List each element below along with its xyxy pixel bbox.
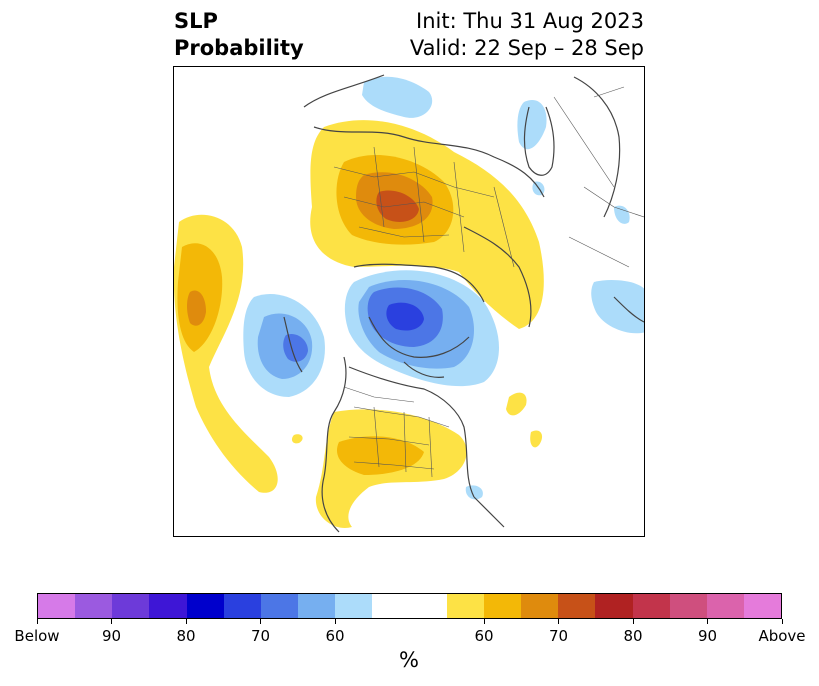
- colorbar-segment: [595, 594, 633, 618]
- colorbar-tick-label: 60: [474, 627, 494, 645]
- colorbar-tick-mark: [558, 619, 559, 624]
- valid-range: Valid: 22 Sep – 28 Sep: [409, 36, 644, 60]
- colorbar-tick-mark: [483, 619, 485, 624]
- title-field: Probability: [174, 36, 304, 60]
- colorbar-segment: [632, 594, 670, 618]
- colorbar-segment: [446, 594, 484, 618]
- below-normal-medium: [257, 279, 474, 379]
- colorbar-segment: [743, 594, 782, 618]
- colorbar-segment: [112, 594, 150, 618]
- colorbar-tick-label: Below: [14, 627, 60, 645]
- country-borders: [333, 86, 644, 478]
- colorbar-segment: [521, 594, 559, 618]
- colorbar-tick-label: 70: [548, 627, 569, 645]
- yellow-atlantic-2: [530, 430, 543, 448]
- colorbar-tick-mark: [632, 619, 634, 624]
- above-normal-very-high: [376, 190, 419, 222]
- orange-plains: [336, 436, 424, 475]
- colorbar-segment: [149, 594, 187, 618]
- colorbar-unit: %: [399, 648, 419, 672]
- colorbar-tick-label: 90: [697, 627, 718, 645]
- colorbar-tick-mark: [781, 619, 783, 624]
- colorbar-segment: [260, 594, 299, 618]
- chart-title: SLP Probability: [174, 8, 304, 62]
- colorbar-segment: [335, 594, 373, 618]
- colorbar-tick-mark: [185, 619, 187, 624]
- blue-north: [362, 76, 433, 118]
- blue-scandinavia: [517, 99, 547, 150]
- colorbar-tick-label: 80: [623, 627, 643, 645]
- colorbar-tick-label: Above: [758, 627, 806, 645]
- colorbar-segment: [409, 594, 447, 618]
- map-canvas: [174, 74, 644, 533]
- yellow-atlantic-1: [506, 392, 527, 416]
- blue-small-se: [465, 485, 483, 500]
- chart-dates: Init: Thu 31 Aug 2023 Valid: 22 Sep – 28…: [410, 8, 644, 62]
- init-date: Init: Thu 31 Aug 2023: [416, 9, 644, 33]
- colorbar: [37, 593, 782, 619]
- colorbar-segment: [298, 594, 336, 618]
- blue-europe: [591, 280, 644, 334]
- colorbar-segment: [483, 594, 522, 618]
- colorbar-segment: [372, 594, 410, 618]
- blue-asia: [614, 205, 630, 224]
- colorbar-segment: [186, 594, 224, 618]
- colorbar-segment: [558, 594, 596, 618]
- colorbar-tick-label: 60: [325, 627, 345, 645]
- below-normal-very-high: [386, 302, 424, 331]
- yellow-gulf: [291, 434, 303, 444]
- colorbar-segment: [223, 594, 261, 618]
- colorbar-segment: [38, 594, 76, 618]
- polar-map: [173, 66, 645, 537]
- colorbar-tick-mark: [707, 619, 708, 624]
- coastlines: [283, 74, 644, 533]
- colorbar-segment: [706, 594, 744, 618]
- colorbar-tick-label: 90: [101, 627, 122, 645]
- title-variable: SLP: [174, 9, 218, 33]
- colorbar-tick-mark: [260, 619, 261, 624]
- colorbar-tick-label: 80: [176, 627, 196, 645]
- colorbar-segment: [75, 594, 113, 618]
- colorbar-segment: [669, 594, 707, 618]
- colorbar-tick-mark: [334, 619, 336, 624]
- colorbar-tick-mark: [36, 619, 38, 624]
- colorbar-tick-mark: [111, 619, 112, 624]
- colorbar-tick-label: 70: [250, 627, 271, 645]
